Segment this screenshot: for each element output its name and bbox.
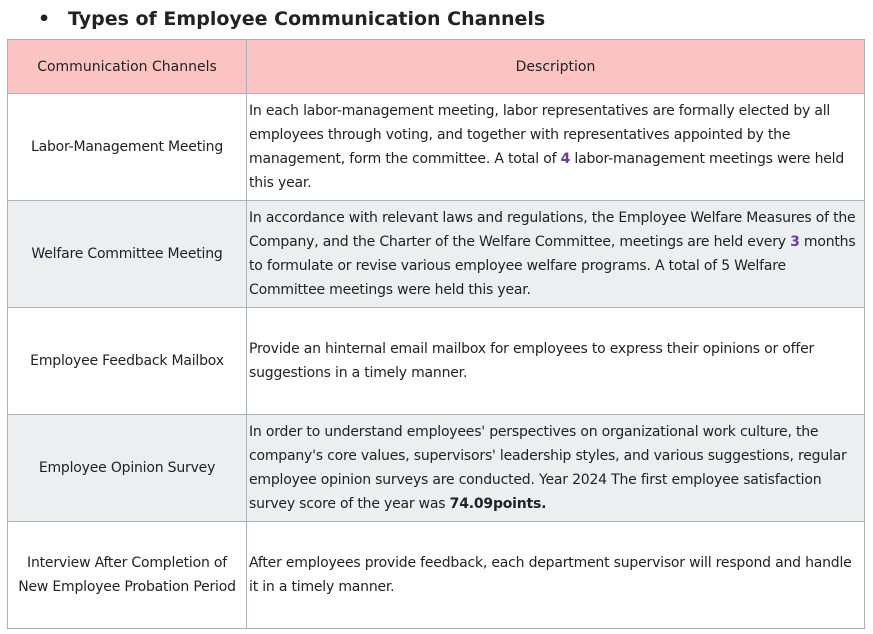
header-cell: Description [246,39,865,94]
highlight: 4 [560,151,571,167]
channel-cell: Interview After Completion of New Employ… [7,521,247,629]
bold-text: 74.09points. [449,496,547,512]
row: Employee Feedback Mailbox Provide an hin… [7,307,865,415]
row: Employee Opinion Survey In order to unde… [7,414,865,522]
row: Welfare Committee Meeting In accordance … [7,200,865,308]
description-cell: After employees provide feedback, each d… [246,521,865,629]
header-cell: Communication Channels [7,39,247,94]
channel-cell: Labor-Management Meeting [7,93,247,201]
heading: • Types of Employee Communication Channel… [38,8,546,30]
highlight: 3 [790,234,800,250]
text: After employees provide feedback, each d… [249,555,852,595]
description-cell: In each labor-management meeting, labor … [246,93,865,201]
text: months to formulate or revise various em… [249,234,856,298]
channel-cell: Welfare Committee Meeting [7,200,247,308]
channels-table: Communication Channels Description Labor… [7,39,865,629]
channel-cell: Employee Feedback Mailbox [7,307,247,415]
row: Interview After Completion of New Employ… [7,521,865,629]
channel-cell: Employee Opinion Survey [7,414,247,522]
description-cell: In order to understand employees' perspe… [246,414,865,522]
text: labor-management meetings were held this… [249,151,845,191]
header-row: Communication Channels Description [7,39,865,94]
title: Types of Employee Communication Channels [68,8,546,30]
row: Labor-Management Meeting In each labor-m… [7,93,865,201]
text: In order to understand employees' perspe… [249,424,847,512]
description-cell: In accordance with relevant laws and reg… [246,200,865,308]
text: Provide an hinternal email mailbox for e… [249,341,815,381]
description-cell: Provide an hinternal email mailbox for e… [246,307,865,415]
text: In each labor-management meeting, labor … [249,103,831,167]
text: In accordance with relevant laws and reg… [249,210,856,250]
